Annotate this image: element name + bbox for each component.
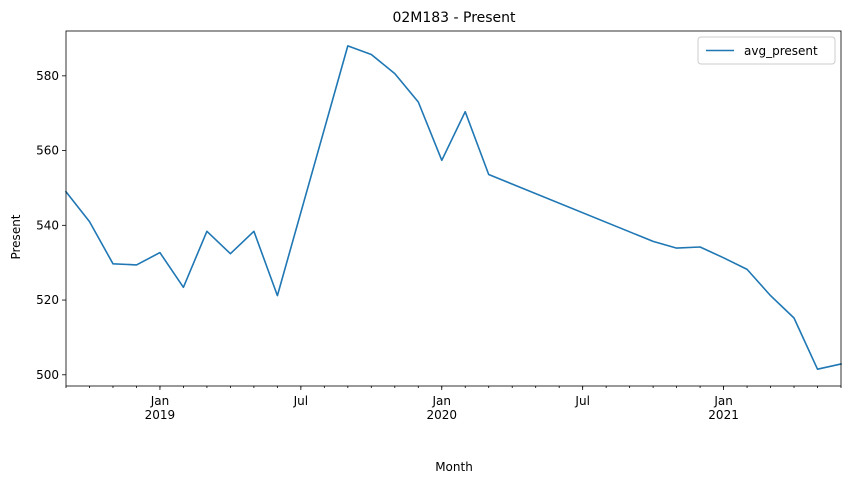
x-tick-year-label: 2021 [708,408,739,422]
y-axis-label: Present [9,214,23,259]
x-tick-year-label: 2020 [426,408,457,422]
y-tick-label: 580 [36,69,59,83]
chart-title: 02M183 - Present [392,10,516,26]
x-tick-label: Jan [713,394,733,408]
legend-label: avg_present [744,44,818,58]
x-tick-label: Jan [150,394,170,408]
x-tick-label: Jan [432,394,452,408]
x-tick-label: Jul [574,394,589,408]
x-axis-label: Month [435,460,473,474]
plot-frame [65,30,842,387]
y-tick-label: 540 [36,218,59,232]
x-tick-label: Jul [293,394,308,408]
y-tick-label: 500 [36,368,59,382]
series-line-avg_present [64,45,842,371]
y-tick-label: 560 [36,144,59,158]
legend-box [697,36,836,65]
x-tick-year-label: 2019 [145,408,176,422]
y-tick-label: 520 [36,293,59,307]
legend: avg_present [697,36,836,65]
